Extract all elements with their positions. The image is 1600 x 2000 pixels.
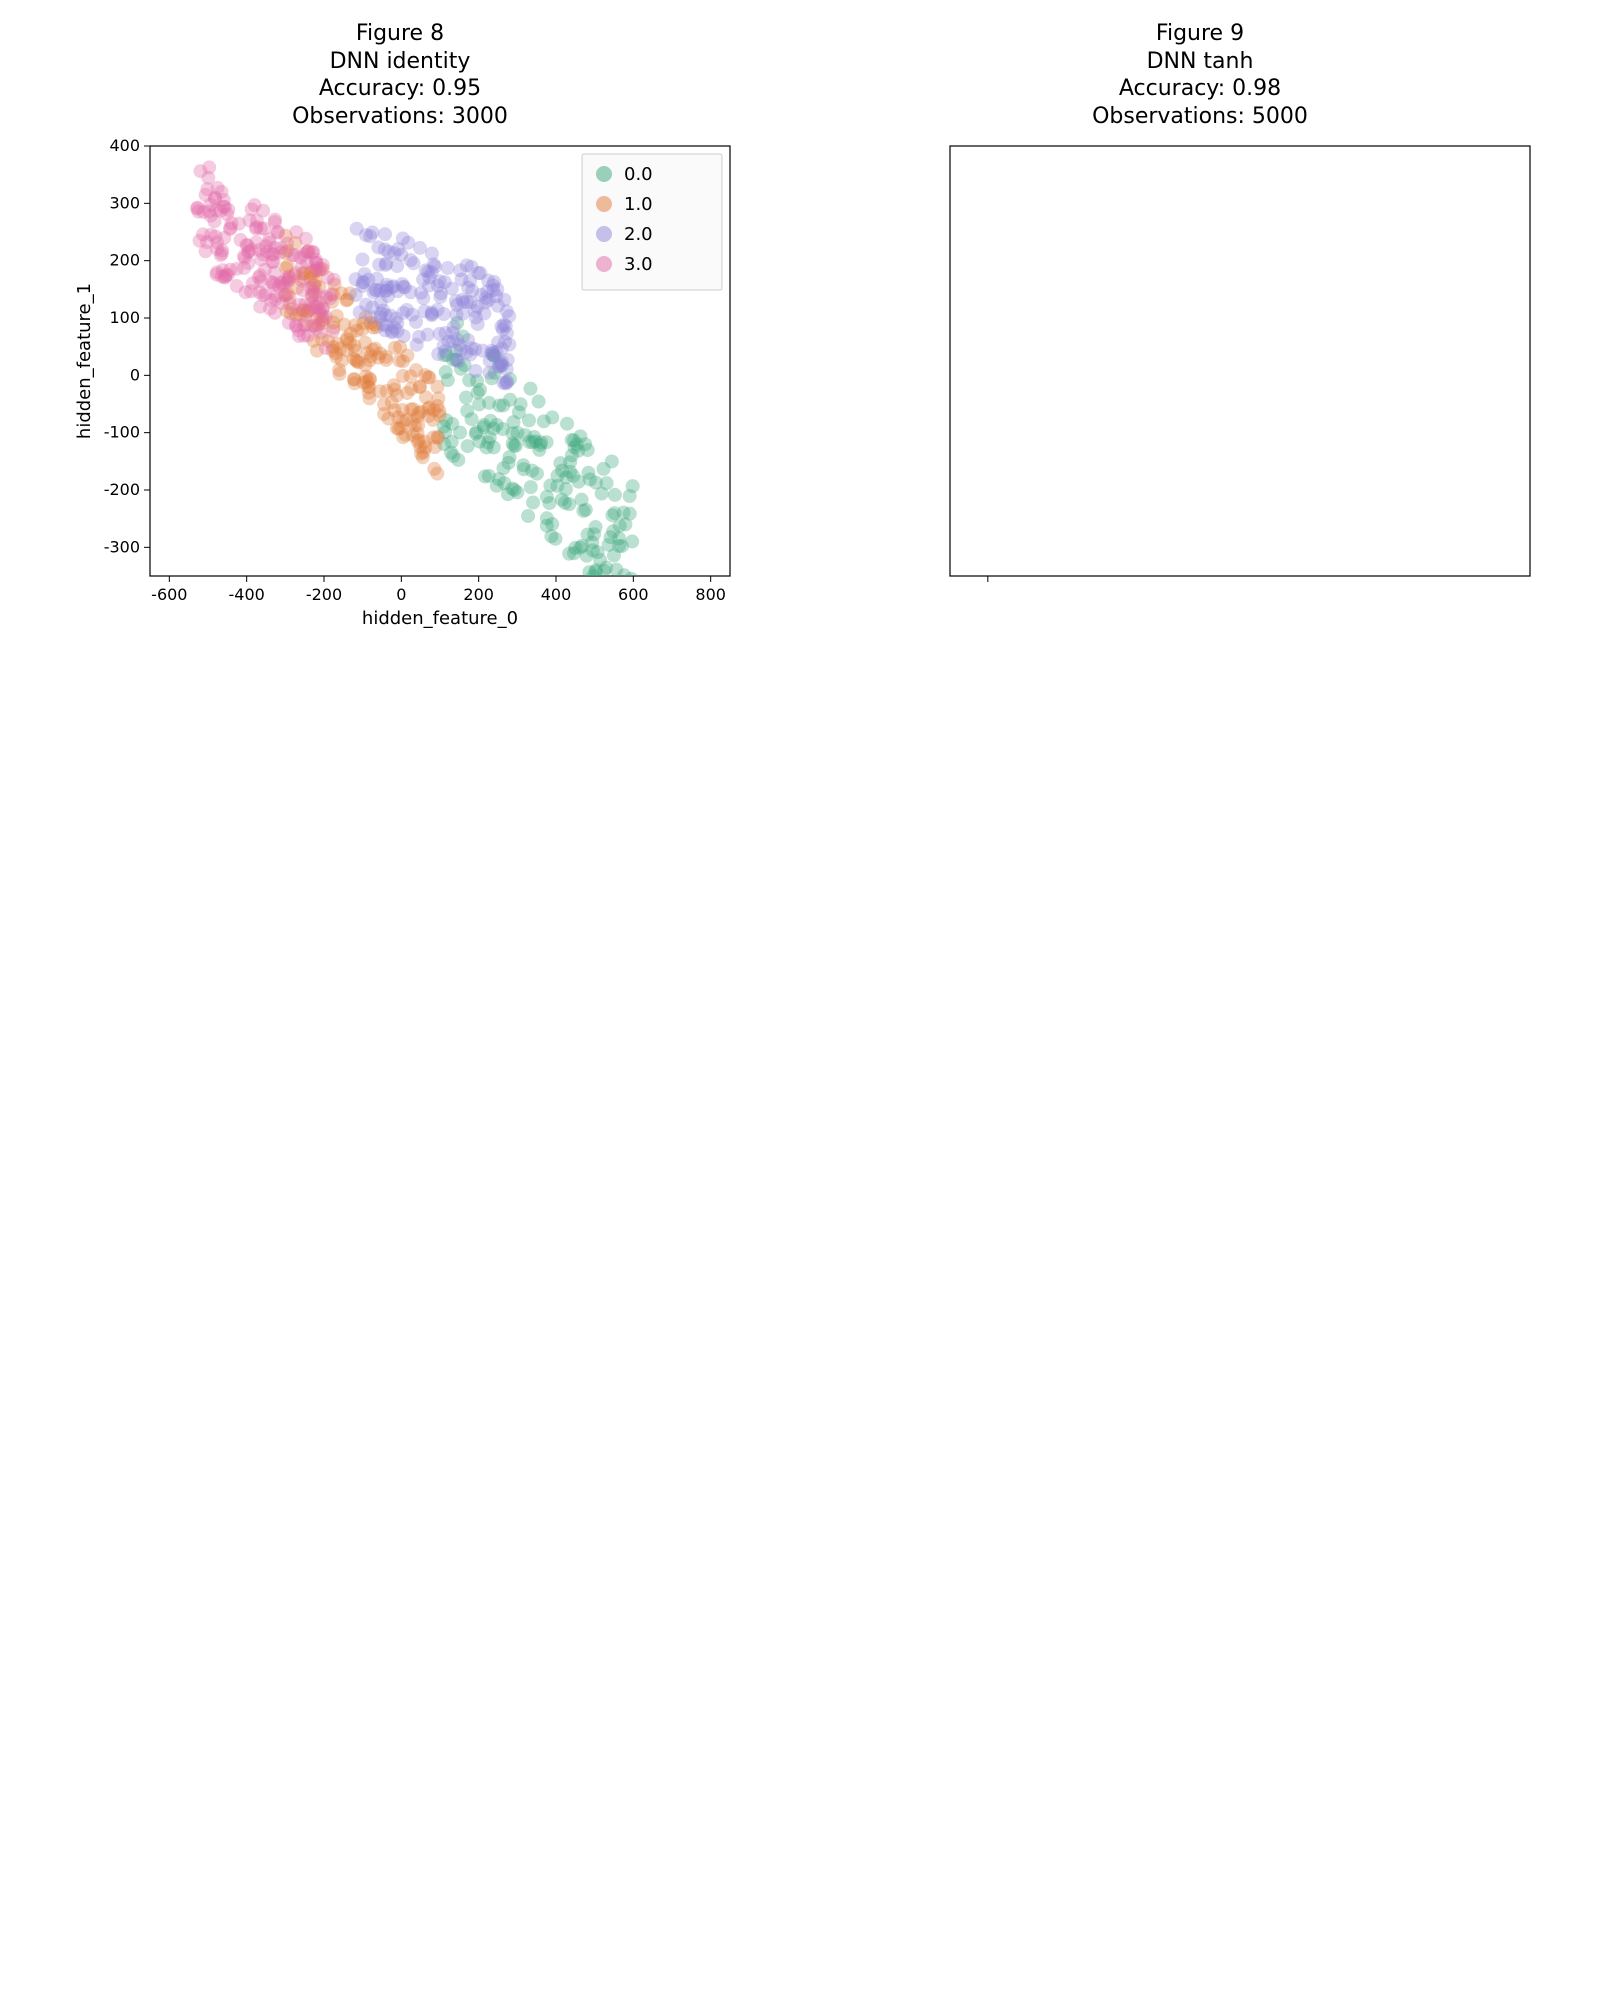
title-line: DNN identity xyxy=(330,49,471,74)
svg-text:400: 400 xyxy=(109,136,140,155)
svg-text:100: 100 xyxy=(109,308,140,327)
svg-text:-200: -200 xyxy=(104,480,140,499)
panel-fig11 xyxy=(820,696,1580,1202)
title-line: DNN tanh xyxy=(1147,49,1254,74)
title-line: Figure 9 xyxy=(1156,21,1244,46)
chart-fig11 xyxy=(860,702,1160,852)
svg-text:0: 0 xyxy=(396,585,406,604)
svg-text:800: 800 xyxy=(695,585,726,604)
panel-fig9: Figure 9 DNN tanhAccuracy: 0.98 Observatio… xyxy=(820,20,1580,636)
panel-fig10 xyxy=(20,696,780,1202)
svg-text:-400: -400 xyxy=(229,585,265,604)
title-fig9: Figure 9 DNN tanhAccuracy: 0.98 Observatio… xyxy=(1092,20,1308,130)
frame-fig9 xyxy=(860,136,1540,636)
svg-text:300: 300 xyxy=(109,193,140,212)
title-line: Accuracy: 0.98 xyxy=(1119,76,1281,101)
svg-text:0: 0 xyxy=(130,365,140,384)
svg-text:400: 400 xyxy=(541,585,572,604)
svg-text:hidden_feature_0: hidden_feature_0 xyxy=(362,608,518,629)
panel-fig12 xyxy=(20,1262,780,1768)
svg-text:-300: -300 xyxy=(104,537,140,556)
chart-fig10 xyxy=(60,702,360,852)
svg-text:2.0: 2.0 xyxy=(624,224,653,245)
svg-text:3.0: 3.0 xyxy=(624,254,653,275)
title-line: Figure 8 xyxy=(356,21,444,46)
svg-text:-100: -100 xyxy=(104,423,140,442)
svg-text:200: 200 xyxy=(463,585,494,604)
chart-fig12 xyxy=(60,1268,360,1418)
svg-text:1.0: 1.0 xyxy=(624,194,653,215)
svg-text:hidden_feature_1: hidden_feature_1 xyxy=(74,283,95,439)
frame-fig8: -600 -400 -200 0 200 400 600 800 -300 -200 -100 0 10… xyxy=(60,136,740,636)
panel-fig13 xyxy=(820,1262,1580,1768)
figure-grid: Figure 8 DNN identityAccuracy: 0.95 Observ… xyxy=(20,20,1580,1768)
svg-text:-200: -200 xyxy=(306,585,342,604)
svg-text:600: 600 xyxy=(618,585,649,604)
panel-fig8: Figure 8 DNN identityAccuracy: 0.95 Observ… xyxy=(20,20,780,636)
title-line: Observations: 5000 xyxy=(1092,104,1308,129)
frame-fig12 xyxy=(60,1268,740,1768)
title-line: Observations: 3000 xyxy=(292,104,508,129)
title-line: Accuracy: 0.95 xyxy=(319,76,481,101)
svg-text:200: 200 xyxy=(109,251,140,270)
chart-fig13 xyxy=(860,1268,1160,1418)
chart-fig9 xyxy=(860,136,1540,636)
title-fig8: Figure 8 DNN identityAccuracy: 0.95 Observ… xyxy=(292,20,508,130)
frame-fig13 xyxy=(860,1268,1540,1768)
svg-text:0.0: 0.0 xyxy=(624,164,653,185)
frame-fig11 xyxy=(860,702,1540,1202)
chart-fig8: -600 -400 -200 0 200 400 600 800 -300 -200 -100 0 10… xyxy=(60,136,740,636)
frame-fig10 xyxy=(60,702,740,1202)
svg-text:-600: -600 xyxy=(151,585,187,604)
